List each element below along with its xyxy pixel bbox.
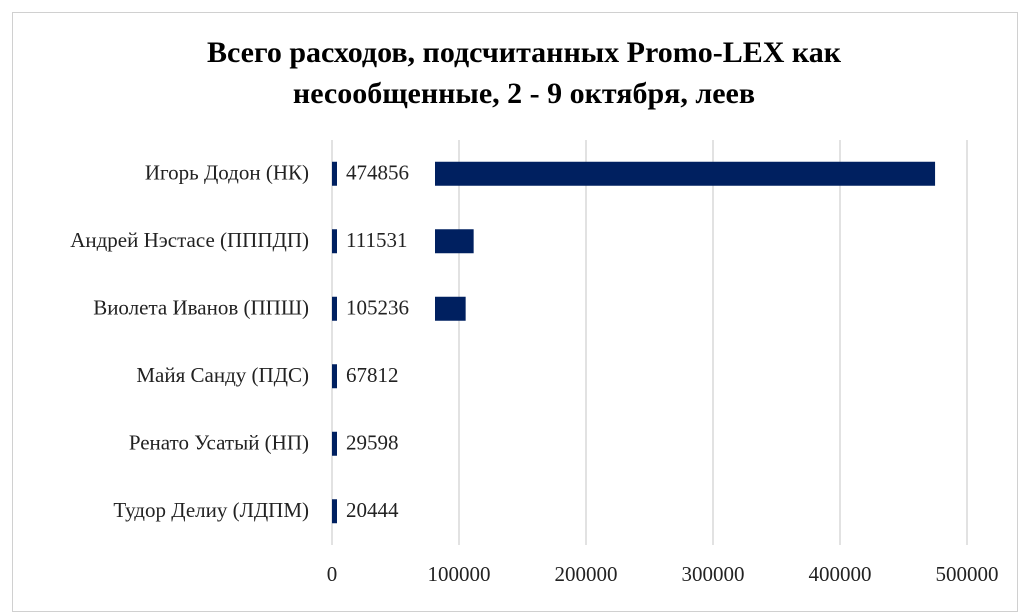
y-tick-label: Виолета Иванов (ППШ) <box>93 296 309 320</box>
value-label-bg <box>337 498 435 525</box>
y-tick-label: Андрей Нэстасе (ПППДП) <box>70 228 309 252</box>
y-tick-label: Тудор Делиу (ЛДПМ) <box>113 498 309 522</box>
y-tick-label: Игорь Додон (НК) <box>145 161 309 185</box>
value-label: 29598 <box>346 431 399 455</box>
value-label: 474856 <box>346 161 409 185</box>
value-label: 105236 <box>346 296 409 320</box>
chart-title: Всего расходов, подсчитанных Promo-LEX к… <box>206 36 842 110</box>
value-label: 67812 <box>346 363 399 387</box>
x-tick-label: 400000 <box>809 562 872 586</box>
y-tick-label: Ренато Усатый (НП) <box>129 431 309 455</box>
value-label-bg <box>337 228 435 255</box>
x-tick-label: 500000 <box>936 562 999 586</box>
page: Всего расходов, подсчитанных Promo-LEX к… <box>12 12 1018 612</box>
chart: 0 100000 200000 300000 400000 500000 Игорь Дод… <box>70 140 999 586</box>
x-tick-label: 100000 <box>428 562 491 586</box>
value-label-bg <box>337 430 435 457</box>
value-label-bg <box>337 160 435 187</box>
x-tick-label: 0 <box>327 562 338 586</box>
x-tick-label: 300000 <box>682 562 745 586</box>
y-tick-label: Майя Санду (ПДС) <box>136 363 309 387</box>
value-label-bg <box>337 295 435 322</box>
x-tick-label: 200000 <box>555 562 618 586</box>
value-label: 20444 <box>346 498 399 522</box>
value-label: 111531 <box>346 228 407 252</box>
value-label-bg <box>337 363 435 390</box>
